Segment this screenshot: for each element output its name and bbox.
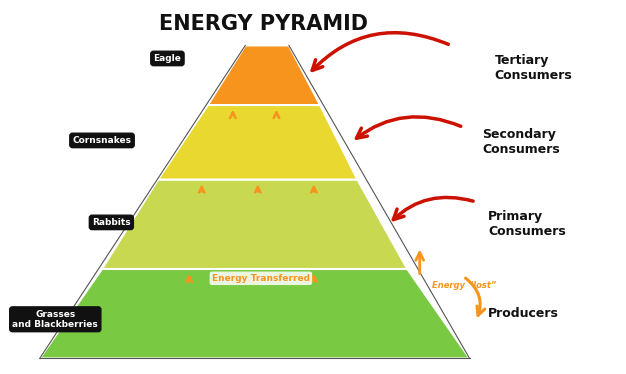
Polygon shape [102,180,408,269]
Text: Eagle: Eagle [153,54,182,63]
Text: Secondary
Consumers: Secondary Consumers [482,128,560,156]
Polygon shape [158,105,357,180]
Text: Rabbits: Rabbits [92,218,131,227]
Text: Primary
Consumers: Primary Consumers [488,210,566,238]
Text: Producers: Producers [488,307,559,320]
Text: Tertiary
Consumers: Tertiary Consumers [495,54,572,82]
Text: Energy “lost”: Energy “lost” [432,281,496,290]
Text: Grasses
and Blackberries: Grasses and Blackberries [13,310,98,329]
Polygon shape [39,269,470,358]
Text: Cornsnakes: Cornsnakes [73,136,131,145]
Polygon shape [208,45,320,105]
Text: ENERGY PYRAMID: ENERGY PYRAMID [160,14,369,34]
Text: Energy Transferred: Energy Transferred [212,274,310,283]
